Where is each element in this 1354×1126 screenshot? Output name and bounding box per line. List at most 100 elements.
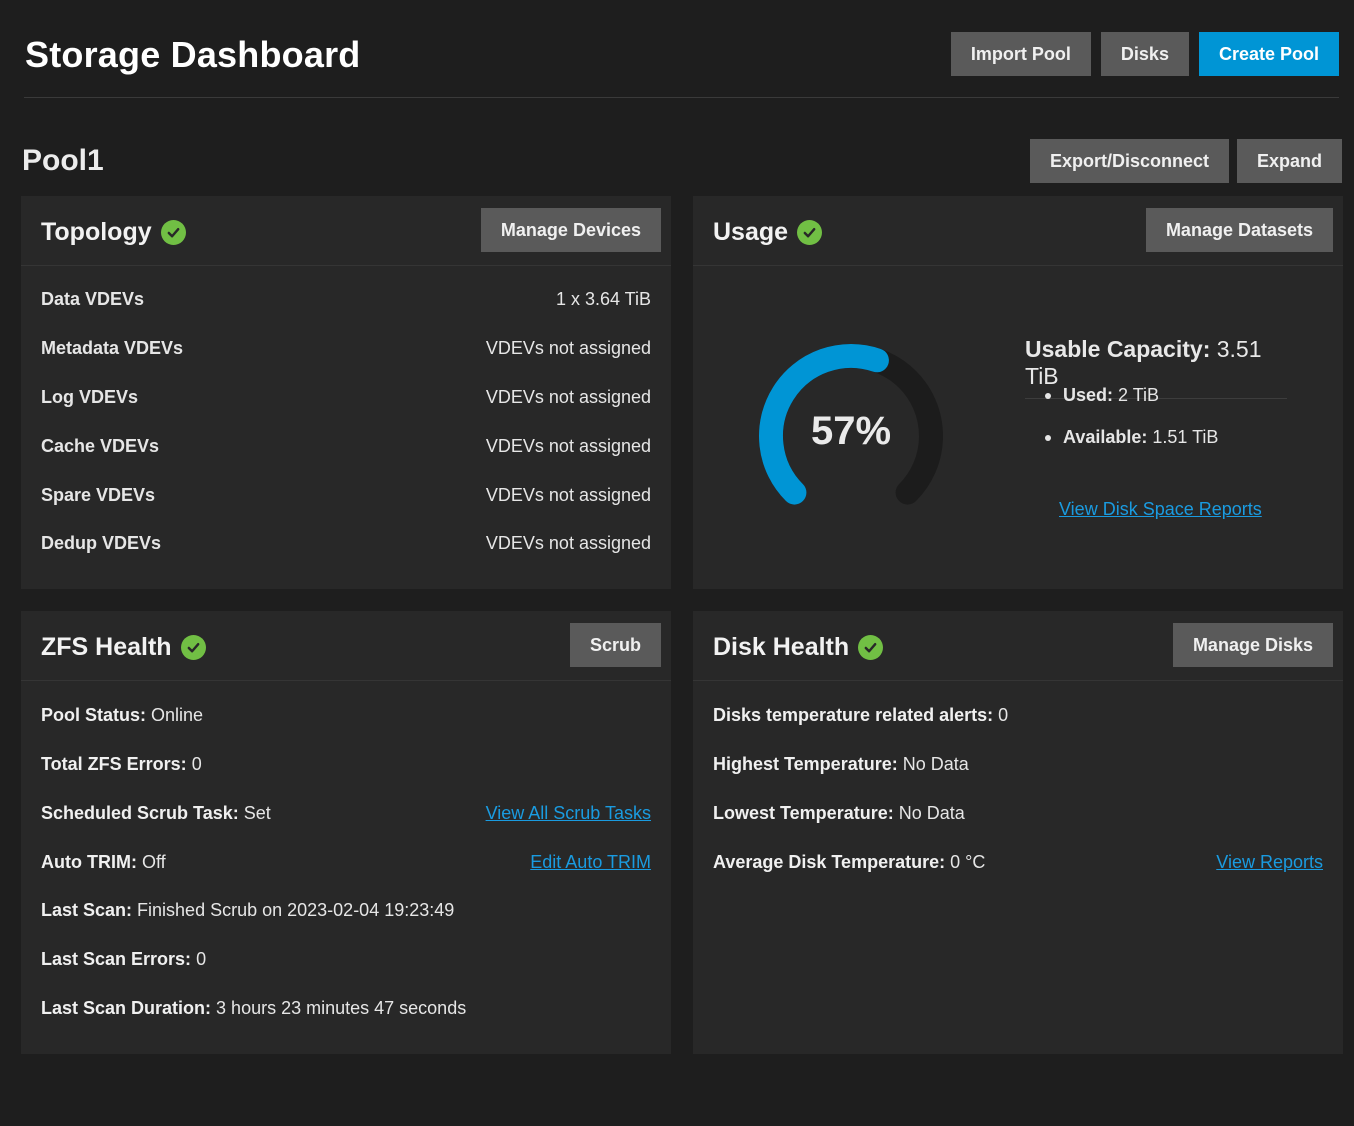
topology-row: Dedup VDEVs VDEVs not assigned <box>41 533 651 554</box>
view-disk-space-reports-link[interactable]: View Disk Space Reports <box>1059 499 1262 519</box>
view-reports-link[interactable]: View Reports <box>1216 852 1323 872</box>
zfs-health-card: ZFS Health Scrub Pool Status: Online Tot… <box>21 611 671 1054</box>
export-disconnect-button[interactable]: Export/Disconnect <box>1029 139 1229 183</box>
used-label: Used: <box>1063 385 1114 405</box>
topology-row-label: Dedup VDEVs <box>41 533 162 553</box>
topology-row-value: VDEVs not assigned <box>485 485 651 505</box>
zfs-row-value: Finished Scrub on 2023-02-04 19:23:49 <box>137 900 455 920</box>
page-header: Storage Dashboard Import Pool Disks Crea… <box>24 0 1339 98</box>
disk-health-row-value: 0 <box>998 705 1009 725</box>
disk-health-row: Highest Temperature: No Data <box>713 754 1323 775</box>
check-icon <box>858 635 884 660</box>
check-icon <box>160 220 186 245</box>
disk-health-row-value: No Data <box>898 803 965 823</box>
disk-health-row: Disks temperature related alerts: 0 <box>713 705 1323 726</box>
topology-row-label: Log VDEVs <box>41 387 139 407</box>
view-all-scrub-tasks-link[interactable]: View All Scrub Tasks <box>485 803 651 823</box>
topology-row-label: Spare VDEVs <box>41 485 156 505</box>
zfs-row: Scheduled Scrub Task: Set View All Scrub… <box>41 803 651 824</box>
usage-gauge-fill <box>759 344 889 505</box>
page-title: Storage Dashboard <box>25 34 361 75</box>
disk-health-row-value: No Data <box>902 754 969 774</box>
usage-gauge <box>759 344 943 505</box>
check-icon <box>180 635 206 660</box>
topology-row-value: VDEVs not assigned <box>485 338 651 358</box>
disk-health-row: Average Disk Temperature: 0 °C View Repo… <box>713 852 1323 873</box>
zfs-row-value: Set <box>243 803 271 823</box>
topology-row: Cache VDEVs VDEVs not assigned <box>41 436 651 457</box>
available-value: 1.51 TiB <box>1152 427 1219 447</box>
available-item: Available: 1.51 TiB <box>1045 427 1218 448</box>
zfs-row-value: 0 <box>196 949 207 969</box>
topology-row-label: Cache VDEVs <box>41 436 160 456</box>
disk-health-row: Lowest Temperature: No Data <box>713 803 1323 824</box>
bullet-icon <box>1045 434 1051 441</box>
usage-title-text: Usage <box>713 218 789 246</box>
zfs-health-title-text: ZFS Health <box>41 633 172 661</box>
disk-health-title-text: Disk Health <box>713 633 850 661</box>
import-pool-button[interactable]: Import Pool <box>950 32 1091 76</box>
usable-capacity-label: Usable Capacity: <box>1025 336 1211 362</box>
manage-devices-button[interactable]: Manage Devices <box>480 208 661 252</box>
topology-row-label: Data VDEVs <box>41 289 145 309</box>
usage-percent: 57% <box>810 409 892 453</box>
usage-title: Usage <box>713 218 823 247</box>
zfs-row-label: Total ZFS Errors: <box>41 754 187 774</box>
pool-actions: Export/Disconnect Expand <box>1029 139 1342 183</box>
disk-health-title: Disk Health <box>713 633 884 662</box>
scrub-button[interactable]: Scrub <box>569 623 661 667</box>
zfs-row-label: Pool Status: <box>41 705 147 725</box>
topology-title-text: Topology <box>41 218 152 246</box>
disk-health-row-label: Highest Temperature: <box>713 754 898 774</box>
pool-title: Pool1 <box>22 144 104 177</box>
zfs-row-value: 0 <box>191 754 202 774</box>
zfs-health-title: ZFS Health <box>41 633 206 662</box>
zfs-health-card-header: ZFS Health Scrub <box>21 611 671 681</box>
topology-card: Topology Manage Devices Data VDEVs 1 x 3… <box>21 196 671 589</box>
topology-title: Topology <box>41 218 186 247</box>
topology-row: Metadata VDEVs VDEVs not assigned <box>41 338 651 359</box>
usable-capacity: Usable Capacity: 3.51 TiB <box>1025 336 1287 399</box>
topology-row-value: VDEVs not assigned <box>485 387 651 407</box>
edit-auto-trim-link[interactable]: Edit Auto TRIM <box>530 852 651 872</box>
create-pool-button[interactable]: Create Pool <box>1198 32 1339 76</box>
usable-capacity-value: 3.51 TiB <box>1025 336 1262 389</box>
topology-row-value: 1 x 3.64 TiB <box>555 289 651 309</box>
zfs-row-label: Auto TRIM: <box>41 852 137 872</box>
zfs-row-label: Last Scan: <box>41 900 133 920</box>
disk-health-row-label: Average Disk Temperature: <box>713 852 946 872</box>
zfs-row: Last Scan Errors: 0 <box>41 949 651 970</box>
usage-card-header: Usage Manage Datasets <box>693 196 1343 266</box>
used-value: 2 TiB <box>1118 385 1160 405</box>
zfs-row-label: Last Scan Duration: <box>41 998 212 1018</box>
bullet-icon <box>1045 392 1051 399</box>
topology-card-header: Topology Manage Devices <box>21 196 671 266</box>
available-label: Available: <box>1063 427 1148 447</box>
manage-disks-button[interactable]: Manage Disks <box>1172 623 1333 667</box>
disks-button[interactable]: Disks <box>1100 32 1189 76</box>
topology-row-value: VDEVs not assigned <box>485 436 651 456</box>
zfs-row: Last Scan: Finished Scrub on 2023-02-04 … <box>41 900 651 921</box>
usage-card: Usage Manage Datasets 57% Usable Capacit… <box>693 196 1343 589</box>
topology-row: Data VDEVs 1 x 3.64 TiB <box>41 289 651 310</box>
disk-health-card: Disk Health Manage Disks Disks temperatu… <box>693 611 1343 1054</box>
zfs-row-value: Online <box>151 705 204 725</box>
zfs-row: Total ZFS Errors: 0 <box>41 754 651 775</box>
disk-health-row-label: Lowest Temperature: <box>713 803 894 823</box>
topology-row: Spare VDEVs VDEVs not assigned <box>41 485 651 506</box>
zfs-row-label: Last Scan Errors: <box>41 949 192 969</box>
disk-health-card-header: Disk Health Manage Disks <box>693 611 1343 681</box>
topology-row-value: VDEVs not assigned <box>485 533 651 553</box>
topology-row: Log VDEVs VDEVs not assigned <box>41 387 651 408</box>
used-item: Used: 2 TiB <box>1045 385 1159 406</box>
zfs-row: Last Scan Duration: 3 hours 23 minutes 4… <box>41 998 651 1019</box>
zfs-row-value: Off <box>141 852 166 872</box>
header-actions: Import Pool Disks Create Pool <box>950 32 1339 76</box>
zfs-row: Pool Status: Online <box>41 705 651 726</box>
topology-row-label: Metadata VDEVs <box>41 338 184 358</box>
zfs-row-value: 3 hours 23 minutes 47 seconds <box>216 998 467 1018</box>
expand-button[interactable]: Expand <box>1236 139 1342 183</box>
manage-datasets-button[interactable]: Manage Datasets <box>1145 208 1333 252</box>
check-icon <box>797 220 823 245</box>
disk-health-row-value: 0 °C <box>950 852 986 872</box>
